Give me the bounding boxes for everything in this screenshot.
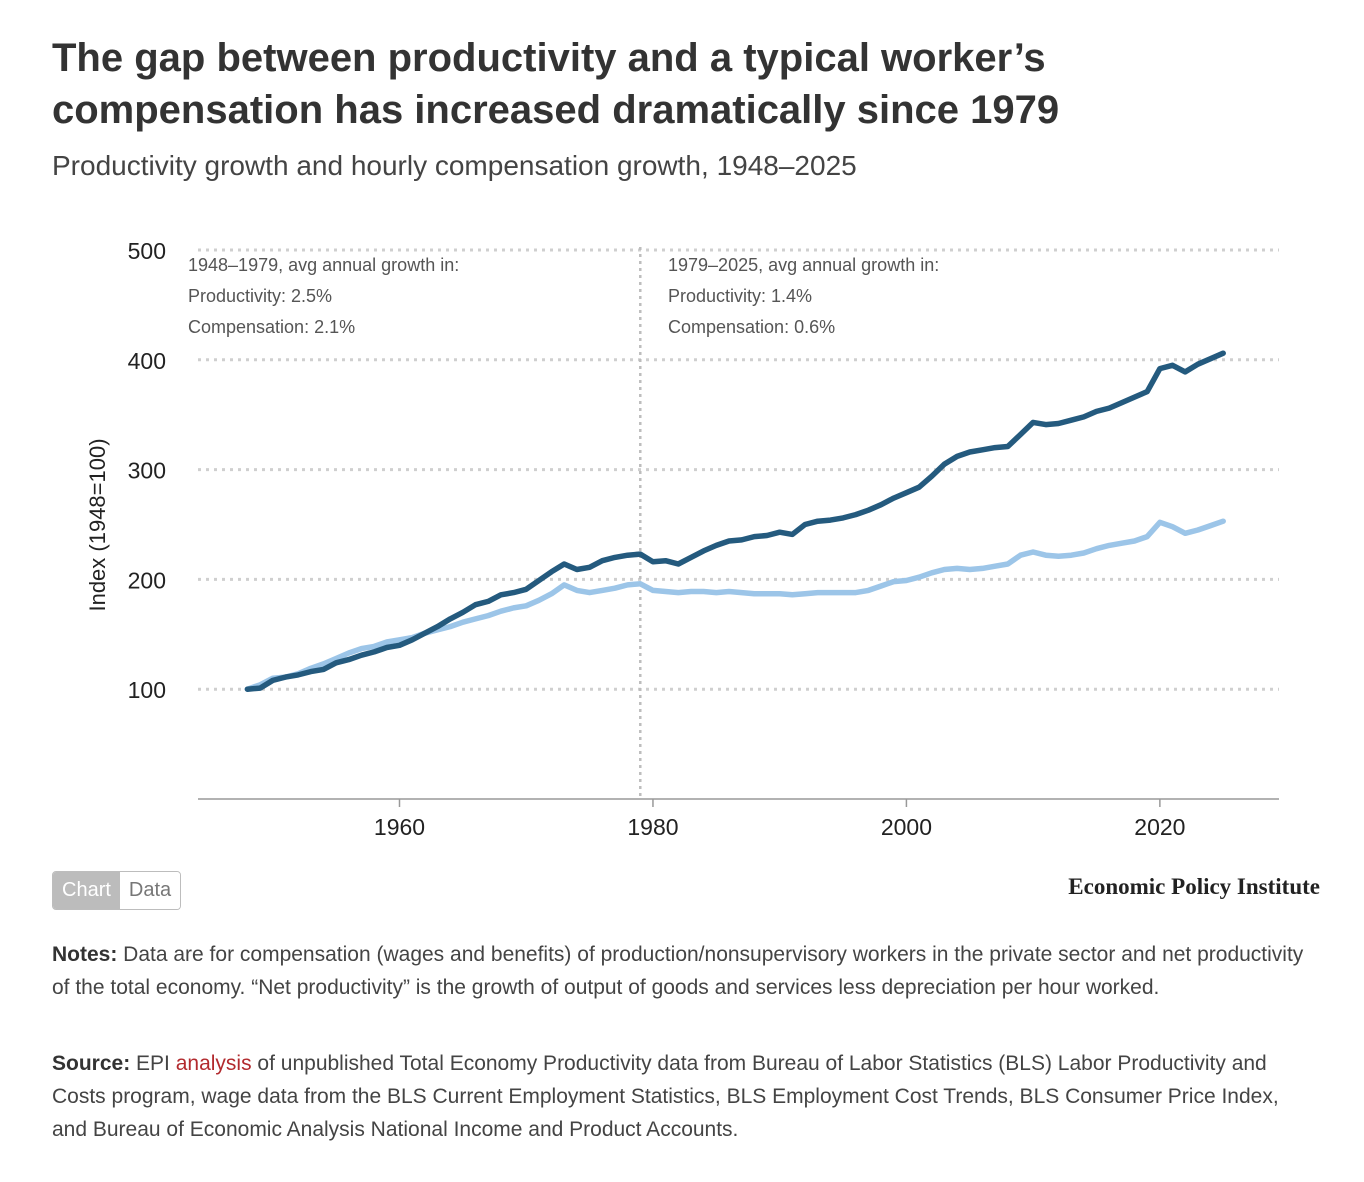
chart-subtitle: Productivity growth and hourly compensat… <box>52 150 857 181</box>
annotation-line: Compensation: 0.6% <box>668 317 835 337</box>
y-tick-label: 500 <box>128 238 166 264</box>
source-text-before: EPI <box>130 1052 176 1075</box>
y-tick-label: 200 <box>128 567 166 593</box>
annotation-line: 1979–2025, avg annual growth in: <box>668 255 939 275</box>
annotation-line: Productivity: 1.4% <box>668 286 812 306</box>
chart-data-toggle: Chart Data <box>52 871 182 910</box>
y-tick-label: 300 <box>128 458 166 484</box>
notes: Notes: Data are for compensation (wages … <box>52 938 1314 1004</box>
source-label: Source: <box>52 1052 131 1075</box>
notes-text: Data are for compensation (wages and ben… <box>52 943 1304 999</box>
x-tick-label: 1960 <box>374 814 425 835</box>
series-line-compensation <box>244 518 1226 692</box>
source-text-after: of unpublished Total Economy Productivit… <box>52 1052 1279 1141</box>
x-tick-label: 1980 <box>627 814 678 835</box>
annotation-line: Compensation: 2.1% <box>188 317 355 337</box>
line-chart: 100 200 300 400 500 1960 1980 2000 2020 Index (19… <box>85 238 1279 835</box>
source: Source: EPI analysis of unpublished Tota… <box>52 1047 1314 1146</box>
series-line-productivity <box>244 350 1226 692</box>
x-tick-label: 2020 <box>1134 814 1185 835</box>
y-tick-label: 100 <box>128 677 166 703</box>
annotation-line: 1948–1979, avg annual growth in: <box>188 255 459 275</box>
x-tick-label: 2000 <box>881 814 932 835</box>
y-tick-label: 400 <box>128 348 166 374</box>
analysis-link[interactable]: analysis <box>175 1052 252 1075</box>
chart-tab[interactable]: Chart <box>53 872 120 909</box>
y-axis-label: Index (1948=100) <box>85 438 110 611</box>
annotation-line: Productivity: 2.5% <box>188 286 332 306</box>
notes-label: Notes: <box>52 943 118 966</box>
data-tab[interactable]: Data <box>119 872 181 909</box>
chart-title: The gap between productivity and a typic… <box>52 36 1060 132</box>
brand-logo-text: Economic Policy Institute <box>1068 874 1320 899</box>
